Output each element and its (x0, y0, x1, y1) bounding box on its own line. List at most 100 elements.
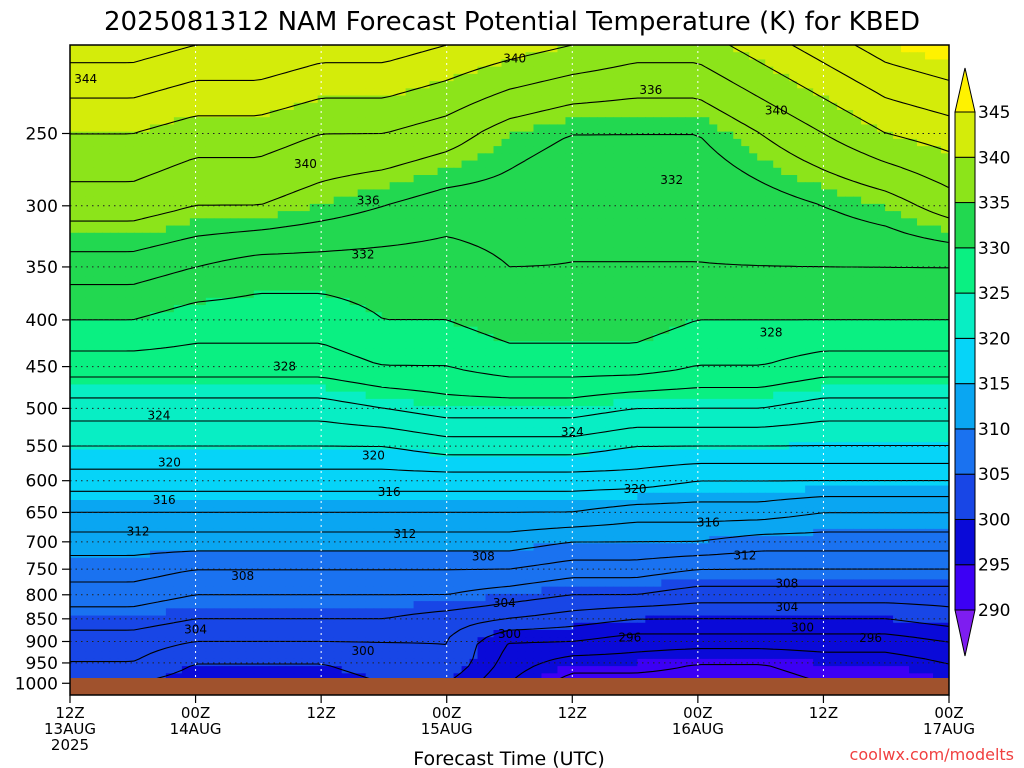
field-cell (589, 348, 598, 357)
field-cell (645, 341, 654, 349)
field-cell (117, 232, 127, 241)
field-cell (461, 124, 471, 133)
field-cell (133, 59, 143, 68)
field-cell (477, 211, 487, 219)
field-cell (205, 268, 215, 277)
field-cell (837, 254, 846, 263)
field-cell (229, 333, 239, 342)
field-cell (445, 203, 455, 212)
field-cell (261, 146, 271, 154)
field-cell (749, 95, 758, 104)
field-cell (645, 146, 654, 154)
field-cell (701, 160, 710, 169)
field-cell (309, 146, 319, 154)
field-cell (421, 362, 431, 371)
field-cell (677, 240, 686, 248)
field-cell (381, 211, 391, 219)
field-cell (517, 167, 527, 176)
field-cell (845, 297, 854, 306)
field-cell (677, 232, 686, 241)
field-cell (157, 88, 167, 97)
field-cell (749, 254, 758, 263)
field-cell (493, 131, 503, 140)
field-cell (701, 240, 710, 248)
field-cell (669, 45, 678, 53)
field-cell (173, 370, 183, 378)
field-cell (245, 232, 255, 241)
field-cell (597, 240, 606, 248)
field-cell (589, 312, 598, 321)
field-cell (789, 88, 798, 97)
field-cell (229, 203, 239, 212)
field-cell (773, 203, 782, 212)
field-cell (381, 73, 391, 82)
field-cell (685, 261, 694, 270)
field-cell (165, 95, 175, 104)
field-cell (669, 312, 678, 321)
field-cell (125, 276, 135, 284)
field-cell (893, 182, 902, 191)
field-cell (405, 196, 415, 205)
field-cell (549, 305, 559, 313)
field-cell (661, 102, 670, 111)
field-cell (493, 232, 503, 241)
field-cell (221, 146, 231, 154)
field-cell (581, 81, 591, 89)
field-cell (373, 138, 383, 147)
field-cell (621, 341, 630, 349)
field-cell (661, 131, 670, 140)
field-cell (277, 66, 287, 75)
field-cell (837, 102, 846, 111)
field-cell (453, 297, 463, 306)
field-cell (261, 88, 271, 97)
field-cell (693, 355, 702, 364)
field-cell (853, 110, 862, 118)
field-cell (565, 203, 575, 212)
field-cell (797, 225, 806, 234)
field-cell (189, 333, 199, 342)
field-cell (805, 153, 814, 162)
field-cell (325, 362, 335, 371)
field-cell (733, 52, 742, 61)
field-cell (685, 167, 694, 176)
field-cell (549, 261, 559, 270)
field-cell (517, 138, 527, 147)
field-cell (917, 59, 926, 68)
field-cell (413, 305, 423, 313)
field-cell (125, 290, 135, 299)
field-cell (637, 333, 646, 342)
field-cell (70, 370, 79, 378)
field-cell (293, 355, 303, 364)
field-cell (805, 312, 814, 321)
field-cell (221, 88, 231, 97)
field-cell (333, 153, 343, 162)
field-cell (309, 225, 319, 234)
field-cell (237, 167, 247, 176)
field-cell (605, 326, 614, 335)
field-cell (853, 102, 862, 111)
field-cell (70, 240, 79, 248)
field-cell (893, 341, 902, 349)
field-cell (405, 153, 415, 162)
field-cell (205, 218, 215, 227)
field-cell (501, 66, 511, 75)
field-cell (541, 88, 551, 97)
field-cell (709, 124, 718, 133)
field-cell (173, 232, 183, 241)
field-cell (725, 283, 734, 292)
field-cell (549, 95, 559, 104)
field-cell (885, 333, 894, 342)
field-cell (717, 254, 726, 263)
field-cell (701, 268, 710, 277)
field-cell (173, 73, 183, 82)
field-cell (925, 73, 934, 82)
field-cell (365, 362, 375, 371)
field-cell (837, 283, 846, 292)
field-cell (197, 160, 207, 169)
field-cell (141, 261, 151, 270)
field-cell (277, 81, 287, 89)
field-cell (317, 268, 327, 277)
field-cell (885, 283, 894, 292)
field-cell (70, 131, 79, 140)
field-cell (821, 297, 830, 306)
